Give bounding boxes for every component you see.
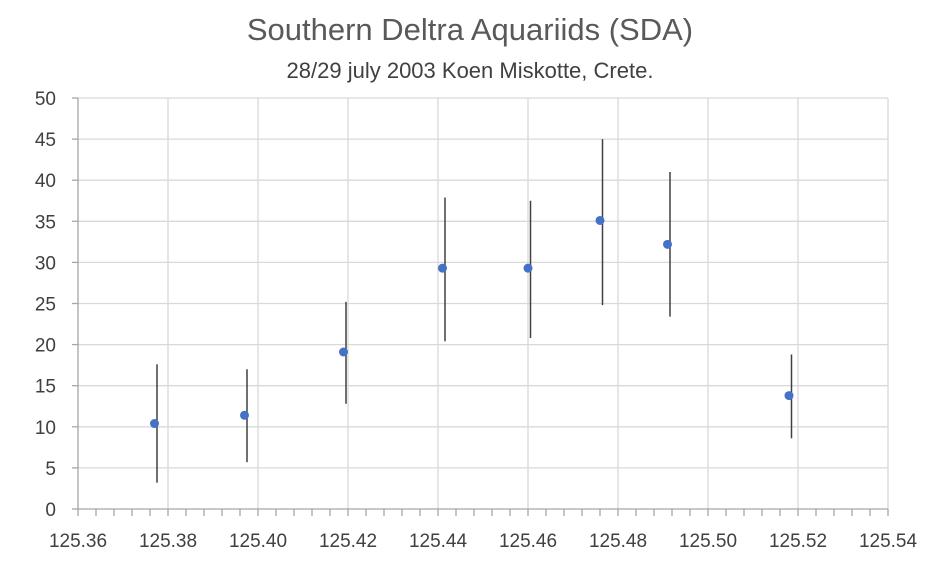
x-tick-label: 125.46 [499,531,557,552]
data-point [438,263,447,273]
data-point [663,239,672,249]
y-tick-label: 10 [35,418,56,439]
data-point [523,263,533,273]
x-tick-label: 125.36 [49,531,107,552]
x-tick-label: 125.38 [139,531,197,552]
x-tick-label: 125.40 [229,531,287,552]
y-tick-label: 35 [35,212,56,233]
y-tick-label: 40 [35,171,56,192]
chart-title: Southern Deltra Aquariids (SDA) [246,12,694,47]
data-point [595,215,605,225]
x-tick-label: 125.48 [589,531,647,552]
data-point [784,391,794,401]
y-tick-label: 45 [35,130,56,151]
y-tick-label: 20 [35,336,56,357]
x-tick-label: 125.42 [319,531,377,552]
data-points [150,215,794,429]
x-tick-label: 125.50 [679,531,737,552]
gridlines [78,97,889,509]
y-tick-label: 50 [35,89,56,110]
axes [72,97,889,516]
tick-labels: 0 5 10 15 20 25 30 35 40 45 50 125.36 125.38 125.40 12… [35,89,918,552]
chart-subtitle: 28/29 july 2003 Koen Miskotte, Crete. [286,58,654,83]
y-tick-label: 30 [35,253,56,274]
error-bars [156,139,793,483]
x-tick-label: 125.52 [769,531,827,552]
y-tick-label: 15 [35,377,56,398]
x-tick-label: 125.44 [409,531,468,552]
data-point [150,419,159,429]
data-point [339,347,348,357]
x-tick-label: 125.54 [859,531,918,552]
y-tick-label: 0 [45,500,56,521]
y-tick-label: 25 [35,295,56,316]
data-point [240,410,249,420]
y-tick-label: 5 [45,459,56,480]
